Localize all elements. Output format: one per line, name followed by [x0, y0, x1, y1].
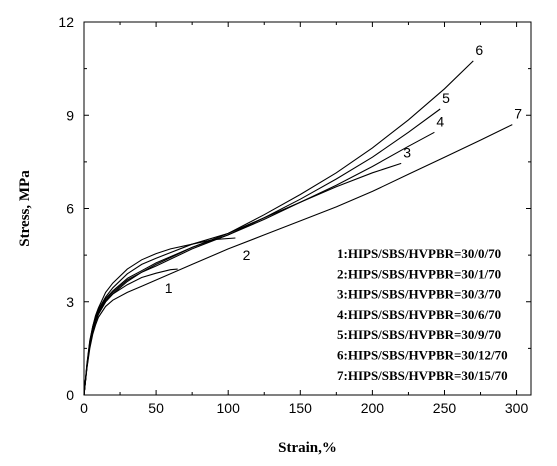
- x-tick-label: 200: [361, 400, 385, 416]
- series-label-6: 6: [475, 42, 483, 58]
- x-tick-label: 300: [505, 400, 529, 416]
- series-line-1: [83, 268, 178, 396]
- x-tick-label: 0: [80, 400, 88, 416]
- x-axis-label: Strain,%: [278, 440, 337, 456]
- y-tick-label: 12: [58, 14, 74, 30]
- y-tick-label: 9: [66, 107, 74, 123]
- legend-entry: 3:HIPS/SBS/HVPBR=30/3/70: [337, 287, 501, 302]
- series-label-5: 5: [442, 90, 450, 106]
- x-tick-label: 100: [217, 400, 241, 416]
- y-tick-label: 0: [66, 387, 74, 403]
- series-curves: [83, 60, 513, 396]
- series-label-3: 3: [403, 144, 411, 160]
- legend-entry: 6:HIPS/SBS/HVPBR=30/12/70: [337, 348, 508, 363]
- legend: 1:HIPS/SBS/HVPBR=30/0/70 2:HIPS/SBS/HVPBR…: [337, 246, 508, 383]
- x-tick-label: 250: [433, 400, 457, 416]
- y-tick-label: 3: [66, 294, 74, 310]
- series-label-2: 7: [514, 106, 522, 122]
- series-line-2: [83, 124, 513, 396]
- x-tick-label: 50: [148, 400, 164, 416]
- legend-entry: 1:HIPS/SBS/HVPBR=30/0/70: [337, 246, 501, 261]
- legend-entry: 7:HIPS/SBS/HVPBR=30/15/70: [337, 368, 508, 383]
- series-line-6: [83, 60, 474, 396]
- series-line-7: [83, 237, 236, 396]
- y-tick-label: 6: [66, 201, 74, 217]
- series-label-1: 1: [165, 280, 173, 296]
- axis-ticks: [83, 21, 531, 396]
- legend-entry: 5:HIPS/SBS/HVPBR=30/9/70: [337, 327, 501, 342]
- legend-entry: 4:HIPS/SBS/HVPBR=30/6/70: [337, 307, 501, 322]
- series-label-4: 4: [436, 113, 444, 129]
- legend-entry: 2:HIPS/SBS/HVPBR=30/1/70: [337, 266, 501, 281]
- y-axis-label: Stress, MPa: [17, 170, 33, 247]
- x-tick-label: 150: [289, 400, 313, 416]
- series-label-7: 2: [243, 247, 251, 263]
- series-curve-labels: 1 7 3 4 5 6 2: [165, 42, 523, 296]
